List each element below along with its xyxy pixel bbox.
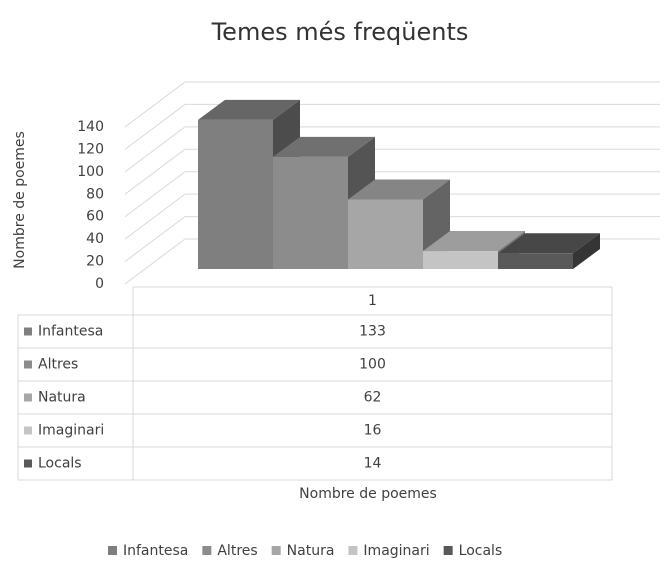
legend-label: Imaginari — [363, 543, 429, 559]
table-key — [24, 393, 32, 402]
legend-label: Infantesa — [123, 543, 188, 559]
y-tick-label: 120 — [77, 141, 104, 157]
bar-top — [423, 231, 525, 252]
y-tick-label: 100 — [77, 164, 104, 180]
table-value: 62 — [364, 390, 382, 406]
table-key — [24, 360, 32, 369]
y-tick-label: 0 — [95, 276, 104, 292]
table-value: 133 — [359, 324, 386, 340]
table-row-label: Natura — [38, 390, 86, 406]
table-value: 16 — [364, 423, 382, 439]
table-key — [24, 426, 32, 435]
y-tick-label: 140 — [77, 119, 104, 135]
y-axis-label: Nombre de poemes — [12, 131, 28, 269]
table-header: 1 — [368, 293, 377, 309]
y-tick-label: 20 — [86, 254, 104, 270]
legend-label: Altres — [217, 543, 257, 559]
legend-swatch — [202, 546, 212, 555]
bar — [498, 253, 573, 269]
legend-label: Locals — [459, 543, 503, 559]
chart-title: Temes més freqüents — [211, 18, 469, 46]
bar-side — [573, 233, 600, 269]
x-axis-label: Nombre de poemes — [299, 486, 437, 502]
legend-swatch — [271, 546, 281, 555]
table-value: 14 — [364, 456, 382, 472]
table-row-label: Locals — [38, 456, 82, 472]
table-key — [24, 327, 32, 336]
grid-line — [124, 81, 660, 128]
bar — [198, 119, 273, 269]
legend-swatch — [348, 546, 358, 555]
table-row-label: Infantesa — [38, 324, 103, 340]
y-tick-label: 40 — [86, 231, 104, 247]
table-row-label: Altres — [38, 357, 78, 373]
grid-line — [124, 103, 660, 150]
bar-top — [348, 179, 450, 200]
bar — [423, 251, 498, 269]
bar-top — [498, 233, 600, 254]
grid-line — [124, 171, 660, 218]
legend-label: Natura — [287, 543, 335, 559]
bar — [348, 199, 423, 269]
bar-top — [273, 136, 375, 157]
bar-top — [198, 99, 300, 120]
grid-line — [124, 216, 660, 262]
legend-swatch — [108, 546, 117, 555]
grid-line — [124, 126, 660, 173]
table-row-label: Imaginari — [38, 423, 104, 439]
bar — [273, 156, 348, 269]
y-tick-label: 60 — [86, 209, 104, 225]
table-value: 100 — [359, 357, 386, 373]
legend-swatch — [443, 546, 453, 555]
grid-line — [124, 148, 660, 195]
table-key — [24, 459, 32, 468]
y-tick-label: 80 — [86, 186, 104, 202]
grid-line — [124, 193, 660, 240]
